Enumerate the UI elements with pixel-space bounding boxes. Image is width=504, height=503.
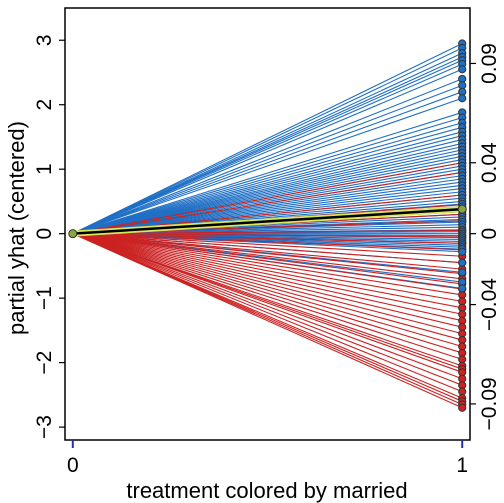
married-0-line-6 [72, 229, 463, 235]
y-tick-label-5: 2 [33, 99, 56, 111]
married-0-line-9 [72, 233, 463, 251]
married-0-line-17 [72, 233, 463, 296]
y-tick-label-6: 3 [33, 34, 56, 46]
y-tick-label-3: 0 [33, 228, 56, 240]
married-1-line-12 [72, 117, 463, 235]
married-1-line-8 [72, 84, 463, 235]
married-1-line-11 [72, 111, 463, 235]
married-0-line-13 [72, 233, 463, 275]
y-tick-label-4: 1 [33, 163, 56, 175]
married-0-line-37 [72, 233, 463, 409]
married-0-line-33 [72, 233, 463, 393]
married-1-line-9 [72, 91, 463, 235]
y-axis-left: −3 −2 −1 0 1 2 3 [33, 34, 65, 439]
married-1-end-point-10 [458, 94, 467, 103]
married-1-line-13 [72, 122, 463, 235]
married-1-line-0 [72, 42, 463, 235]
married-1-line-6 [72, 68, 463, 235]
series-end-points [458, 39, 467, 412]
married-1-line-7 [72, 78, 463, 235]
married-0-line-15 [72, 233, 463, 285]
y2-tick-label-4: 0.09 [478, 43, 501, 84]
origin-point [68, 229, 78, 239]
married-0-line-14 [72, 233, 463, 280]
married-0-line-21 [72, 233, 463, 322]
married-0-line-32 [72, 233, 463, 386]
married-0-end-point-37 [458, 403, 467, 412]
married-0-line-24 [72, 233, 463, 341]
married-0-line-18 [72, 233, 463, 302]
married-0-line-0 [72, 162, 463, 235]
y-tick-label-2: −1 [33, 286, 56, 310]
married-0-series-lines [72, 162, 463, 409]
y2-tick-label-2: 0 [478, 228, 501, 240]
married-0-line-27 [72, 233, 463, 360]
y-axis-right: −0.09 −0.04 0 0.04 0.09 [470, 43, 501, 430]
married-1-line-5 [72, 63, 463, 235]
y2-tick-label-0: −0.09 [478, 377, 501, 430]
married-0-line-11 [72, 233, 463, 264]
married-0-line-30 [72, 233, 463, 373]
married-0-line-25 [72, 233, 463, 348]
y-axis-label: partial yhat (centered) [4, 121, 29, 335]
x-tick-label-1: 1 [456, 454, 468, 477]
y-tick-label-0: −3 [33, 415, 56, 439]
average-end-point [457, 204, 467, 214]
married-0-line-16 [72, 233, 463, 290]
married-0-line-1 [72, 171, 463, 235]
married-1-line-15 [72, 131, 463, 235]
married-1-line-10 [72, 97, 463, 235]
average-line-path [72, 207, 463, 235]
average-line [68, 204, 467, 239]
married-0-line-23 [72, 233, 463, 335]
y2-tick-label-3: 0.04 [478, 142, 501, 183]
married-1-line-17 [72, 138, 463, 235]
married-1-end-point-60 [458, 268, 467, 277]
married-0-line-19 [72, 233, 463, 309]
married-0-line-22 [72, 233, 463, 328]
y2-tick-label-1: −0.04 [478, 278, 501, 331]
married-0-line-10 [72, 233, 463, 257]
married-0-line-31 [72, 233, 463, 380]
married-1-line-4 [72, 59, 463, 235]
x-axis-label: treatment colored by married [126, 478, 407, 503]
married-1-end-point-58 [458, 247, 467, 256]
married-1-line-1 [72, 47, 463, 235]
married-0-line-12 [72, 233, 463, 270]
x-tick-label-0: 0 [67, 454, 79, 477]
married-0-line-8 [72, 233, 463, 244]
married-0-line-7 [72, 233, 463, 238]
married-1-end-point-59 [458, 258, 467, 267]
married-0-line-26 [72, 233, 463, 354]
married-1-end-point-6 [458, 65, 467, 74]
y-tick-label-1: −2 [33, 351, 56, 375]
married-1-end-point-62 [458, 284, 467, 293]
married-0-line-20 [72, 233, 463, 315]
married-1-line-2 [72, 52, 463, 235]
married-1-line-14 [72, 126, 463, 235]
married-1-line-16 [72, 135, 463, 235]
